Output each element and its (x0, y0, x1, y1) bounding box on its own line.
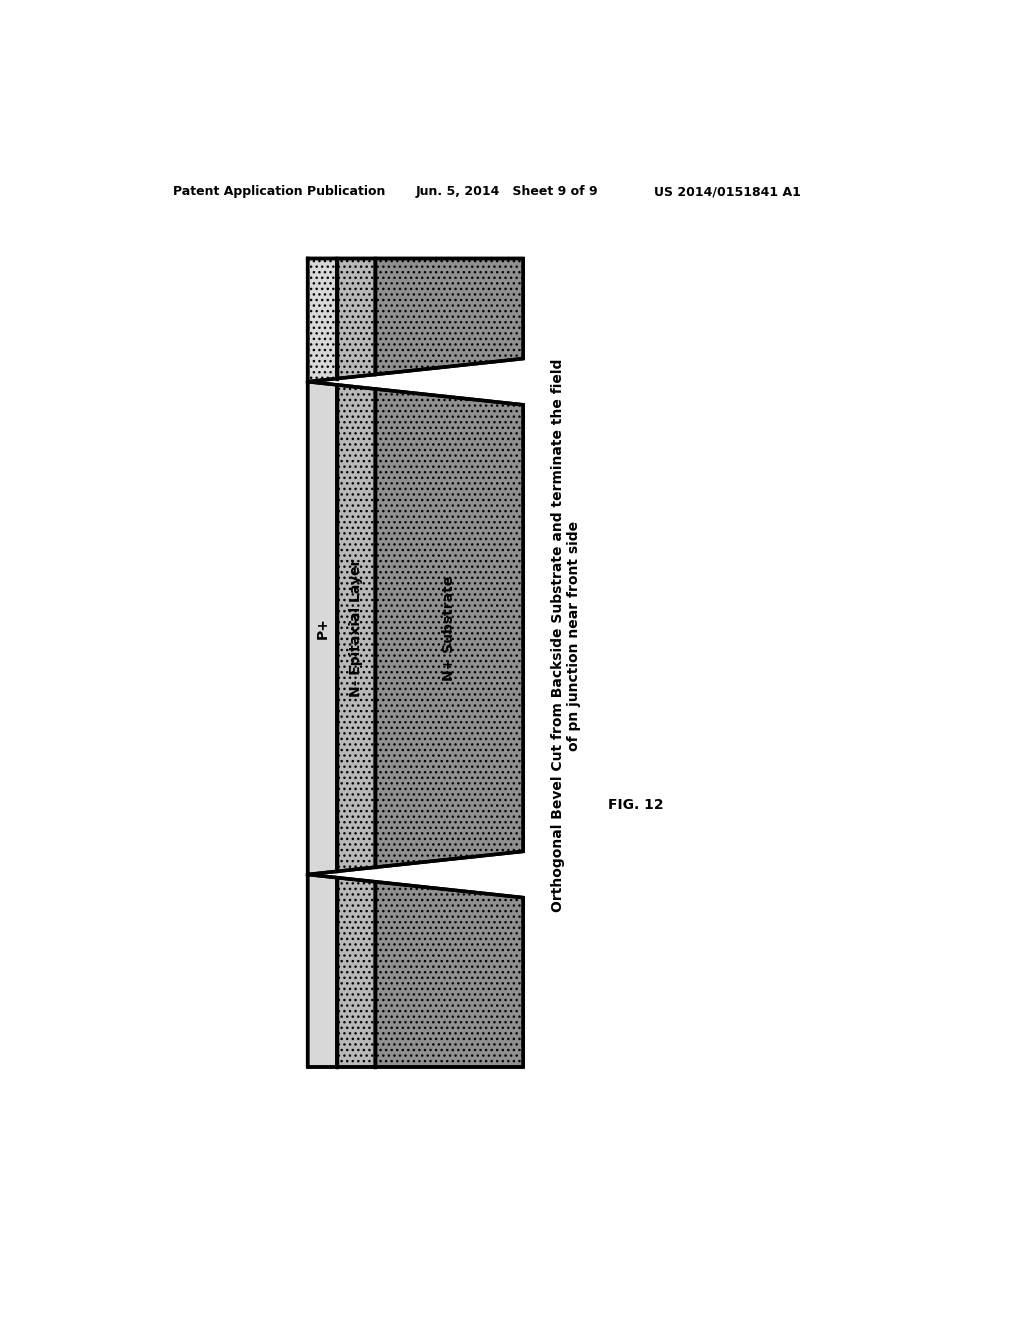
Polygon shape (337, 878, 376, 1067)
Text: US 2014/0151841 A1: US 2014/0151841 A1 (654, 185, 801, 198)
Polygon shape (307, 381, 337, 875)
Text: N- Epitaxial Layer: N- Epitaxial Layer (349, 558, 364, 697)
Polygon shape (376, 259, 523, 375)
Polygon shape (337, 385, 376, 871)
Polygon shape (337, 259, 376, 379)
Polygon shape (376, 882, 523, 1067)
Text: FIG. 12: FIG. 12 (608, 799, 664, 812)
Text: Orthogonal Bevel Cut from Backside Substrate and terminate the field
of pn junct: Orthogonal Bevel Cut from Backside Subst… (551, 359, 581, 912)
Polygon shape (307, 259, 337, 381)
Text: Jun. 5, 2014   Sheet 9 of 9: Jun. 5, 2014 Sheet 9 of 9 (416, 185, 598, 198)
Text: P+: P+ (315, 618, 330, 639)
Text: Patent Application Publication: Patent Application Publication (173, 185, 385, 198)
Text: N+ Substrate: N+ Substrate (442, 576, 457, 681)
Polygon shape (376, 389, 523, 867)
Polygon shape (307, 875, 337, 1067)
